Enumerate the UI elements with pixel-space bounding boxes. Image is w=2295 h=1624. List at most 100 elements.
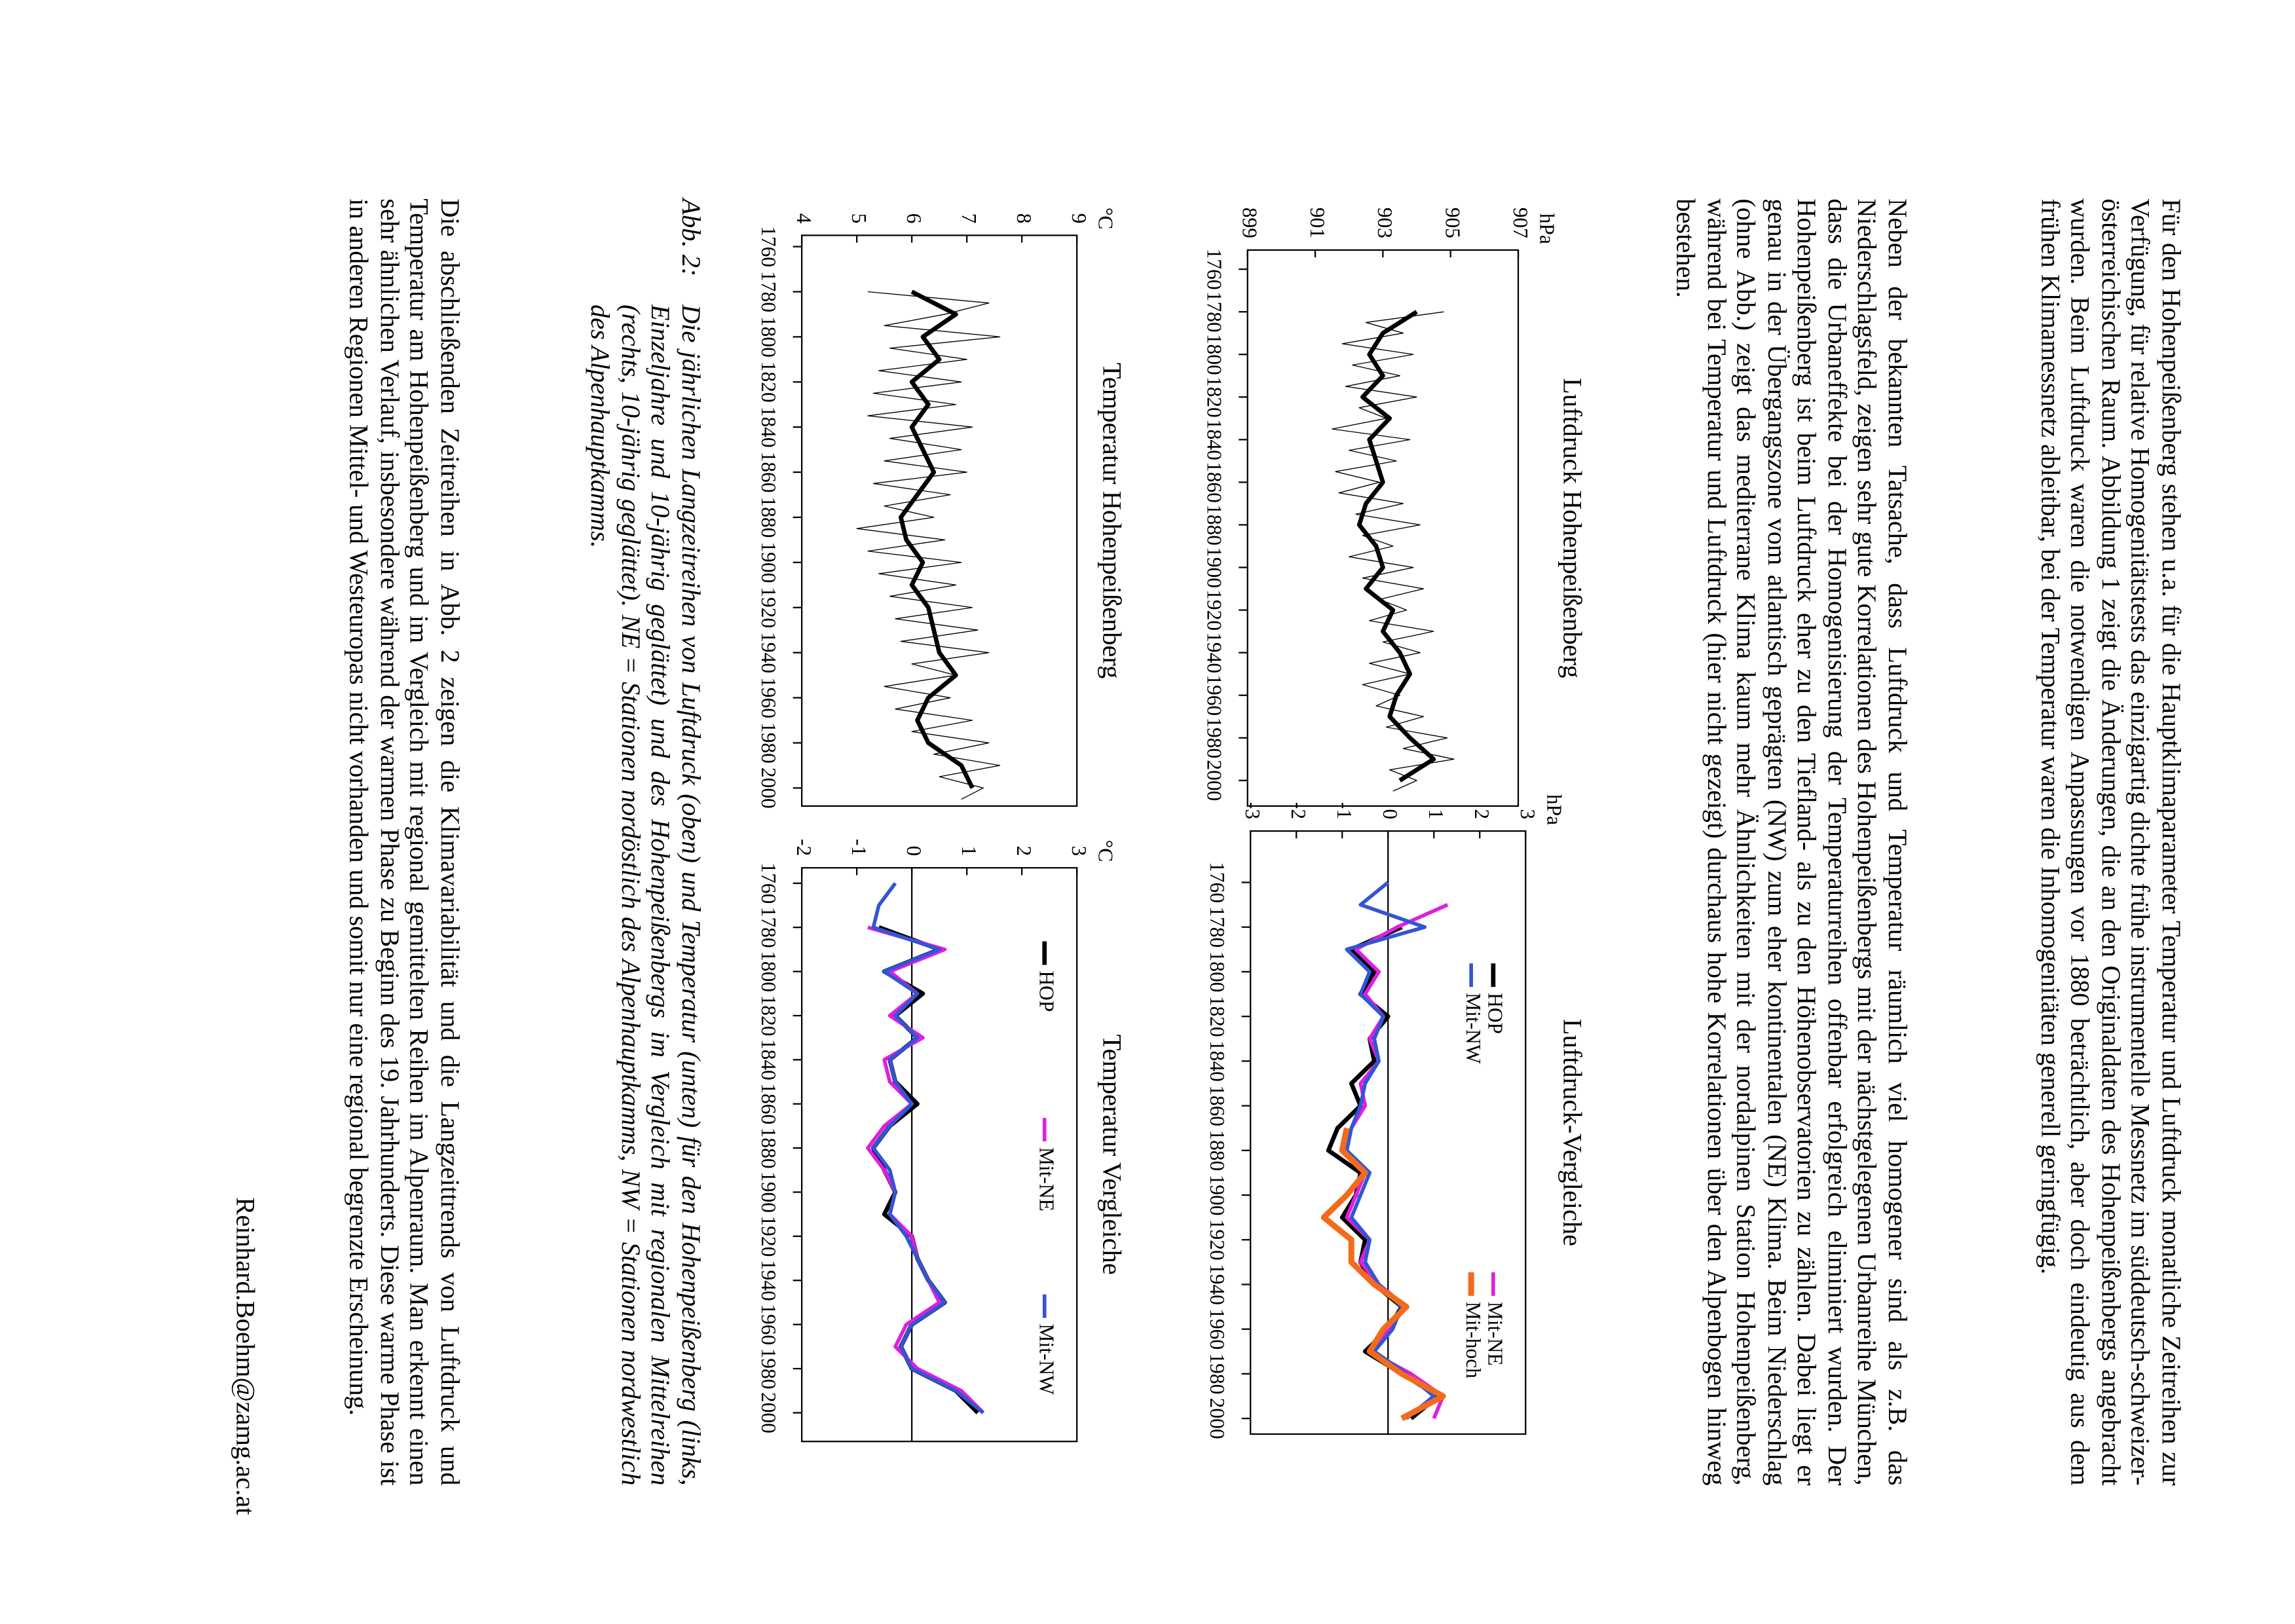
x-tick-label: 1980 xyxy=(757,722,780,764)
data-line xyxy=(1326,925,1441,1420)
x-tick-label: 2000 xyxy=(757,1392,780,1433)
x-tick-label: 1880 xyxy=(757,497,780,538)
x-tick-label: 2000 xyxy=(1206,1398,1229,1439)
y-tick-label: -2 xyxy=(793,839,815,856)
x-tick-label: 1920 xyxy=(757,587,780,628)
x-tick-label: 1780 xyxy=(1206,906,1229,948)
chart-title: Luftdruck-Vergleiche xyxy=(1558,1019,1587,1246)
y-unit: °C xyxy=(1094,840,1117,862)
x-tick-label: 1880 xyxy=(1203,504,1226,545)
x-tick-label: 1780 xyxy=(757,271,780,312)
y-tick-label: 9 xyxy=(1068,213,1091,224)
x-tick-label: 1920 xyxy=(1203,589,1226,631)
y-tick-label: 907 xyxy=(1509,208,1532,238)
y-tick-label: 899 xyxy=(1239,208,1261,238)
y-tick-label: -1 xyxy=(848,839,870,856)
y-tick-label: 4 xyxy=(793,213,815,224)
data-line xyxy=(1356,310,1436,783)
x-tick-label: 1920 xyxy=(1206,1219,1229,1261)
x-tick-label: 1880 xyxy=(757,1128,780,1169)
y-tick-label: 1 xyxy=(958,846,980,857)
x-tick-label: 1900 xyxy=(757,1172,780,1213)
legend-label: Mit-NW xyxy=(1036,1324,1058,1395)
y-tick-label: 905 xyxy=(1441,208,1464,238)
y-unit: °C xyxy=(1094,208,1117,230)
plot-frame xyxy=(801,867,1078,1443)
chart-title: Luftdruck Hohenpeißenberg xyxy=(1558,378,1587,678)
legend-label: Mit-hoch xyxy=(1462,1302,1485,1378)
x-tick-label: 1800 xyxy=(757,951,780,992)
x-tick-label: 1960 xyxy=(1206,1308,1229,1350)
y-tick-label: 5 xyxy=(848,213,870,224)
chart-title: Temperatur Hohenpeißenberg xyxy=(1097,363,1127,678)
legend-label: HOP xyxy=(1036,970,1058,1012)
x-tick-label: 1960 xyxy=(757,1304,780,1345)
y-tick-label: 1 xyxy=(1425,809,1447,819)
y-tick-label: 0 xyxy=(903,846,925,857)
x-tick-label: 1960 xyxy=(757,677,780,718)
data-line xyxy=(1320,1127,1446,1422)
x-tick-label: 1820 xyxy=(757,361,780,403)
legend-label: Mit-NE xyxy=(1484,1302,1507,1366)
x-tick-label: 1820 xyxy=(1203,377,1226,418)
x-tick-label: 1800 xyxy=(757,316,780,358)
legend-label: HOP xyxy=(1484,993,1507,1034)
y-unit: hPa xyxy=(1535,213,1558,244)
y-tick-label: -1 xyxy=(1333,802,1356,819)
x-tick-label: 1780 xyxy=(757,907,780,948)
x-tick-label: 1820 xyxy=(1206,996,1229,1037)
x-tick-label: 2000 xyxy=(757,767,780,809)
x-tick-label: 1760 xyxy=(757,862,780,904)
data-line xyxy=(871,882,985,1414)
x-tick-label: 1800 xyxy=(1203,334,1226,375)
y-unit: hPa xyxy=(1542,794,1565,825)
legend-label: Mit-NE xyxy=(1036,1147,1058,1211)
x-tick-label: 1760 xyxy=(757,226,780,267)
x-tick-label: 1860 xyxy=(757,1083,780,1124)
x-tick-label: 1860 xyxy=(757,452,780,493)
y-tick-label: 3 xyxy=(1516,809,1539,819)
x-tick-label: 1820 xyxy=(757,995,780,1037)
y-tick-label: 2 xyxy=(1013,846,1036,857)
x-tick-label: 1980 xyxy=(1206,1353,1229,1394)
x-tick-label: 1980 xyxy=(1203,717,1226,758)
legend-label: Mit-NW xyxy=(1462,993,1485,1064)
x-tick-label: 1880 xyxy=(1206,1130,1229,1171)
x-tick-label: 1800 xyxy=(1206,951,1229,993)
x-tick-label: 1900 xyxy=(1203,547,1226,588)
x-tick-label: 1980 xyxy=(757,1348,780,1390)
plot-frame xyxy=(801,234,1078,807)
y-tick-label: 901 xyxy=(1306,208,1329,238)
y-tick-label: -3 xyxy=(1241,802,1264,819)
y-tick-label: 903 xyxy=(1373,208,1396,238)
x-tick-label: 1760 xyxy=(1203,249,1226,290)
x-tick-label: 1840 xyxy=(1203,419,1226,460)
x-tick-label: 1940 xyxy=(1206,1264,1229,1305)
x-tick-label: 2000 xyxy=(1203,760,1226,801)
data-line xyxy=(898,289,975,789)
data-line xyxy=(1332,311,1455,792)
x-tick-label: 1940 xyxy=(757,1260,780,1301)
x-tick-label: 1760 xyxy=(1206,862,1229,903)
x-tick-label: 1840 xyxy=(1206,1041,1229,1082)
y-tick-label: 2 xyxy=(1470,809,1493,819)
x-tick-label: 1900 xyxy=(757,542,780,583)
x-tick-label: 1840 xyxy=(757,1039,780,1080)
x-tick-label: 1920 xyxy=(757,1215,780,1257)
y-tick-label: 6 xyxy=(903,213,925,224)
data-line xyxy=(1345,903,1449,1420)
x-tick-label: 1940 xyxy=(1203,632,1226,673)
chart-title: Temperatur Vergleiche xyxy=(1097,1035,1127,1275)
x-tick-label: 1900 xyxy=(1206,1175,1229,1216)
data-line xyxy=(866,925,985,1414)
y-tick-label: 7 xyxy=(958,213,980,224)
x-tick-label: 1780 xyxy=(1203,291,1226,333)
x-tick-label: 1960 xyxy=(1203,674,1226,716)
x-tick-label: 1860 xyxy=(1203,462,1226,503)
y-tick-label: 3 xyxy=(1068,846,1091,857)
data-line xyxy=(1345,881,1436,1420)
y-tick-label: 8 xyxy=(1013,213,1036,224)
